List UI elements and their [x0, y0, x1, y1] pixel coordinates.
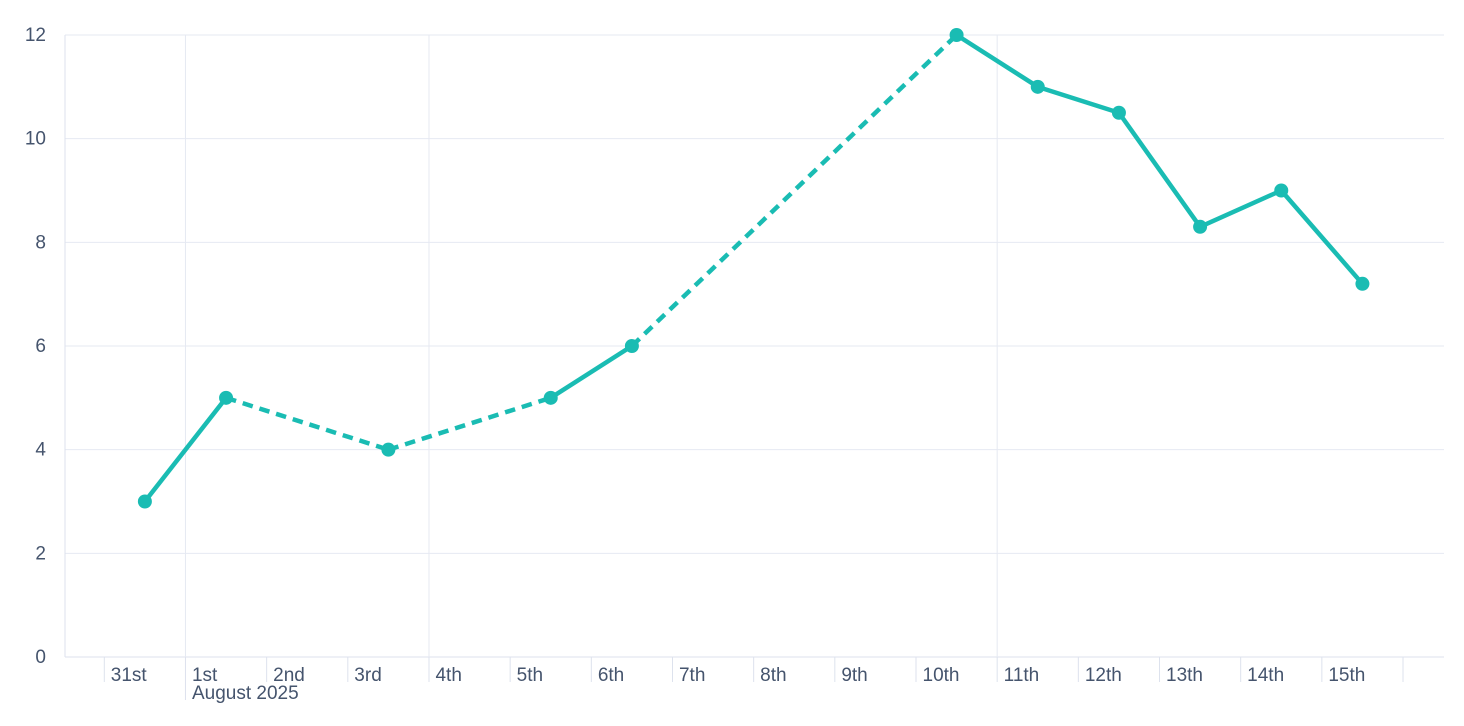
y-axis-label: 12	[25, 25, 46, 46]
data-point-12th[interactable]	[1111, 105, 1126, 120]
data-point-5th[interactable]	[543, 390, 558, 405]
x-axis-label: 11th	[1004, 665, 1040, 686]
x-axis-label: 5th	[517, 665, 543, 686]
x-axis-label: 9th	[841, 665, 867, 686]
x-axis-label: 1st	[192, 665, 218, 686]
y-axis-label: 10	[25, 129, 46, 150]
x-axis-label: 2nd	[273, 665, 305, 686]
x-axis-label: 8th	[760, 665, 786, 686]
data-point-1st[interactable]	[219, 390, 234, 405]
x-axis-label: 15th	[1328, 665, 1365, 686]
x-axis-label: 4th	[435, 665, 461, 686]
series-segment-dashed	[387, 395, 552, 452]
data-point-31st[interactable]	[137, 494, 152, 509]
x-axis-label: 7th	[679, 665, 705, 686]
x-axis-month-label: August 2025	[192, 683, 299, 704]
y-axis-label: 4	[35, 440, 46, 461]
data-point-10th[interactable]	[949, 28, 964, 42]
data-point-6th[interactable]	[624, 339, 639, 353]
data-point-3rd[interactable]	[381, 442, 396, 457]
x-axis-label: 3rd	[354, 665, 381, 686]
series-segment-solid	[142, 395, 229, 504]
data-point-11th[interactable]	[1030, 79, 1045, 94]
series-segment-dashed	[630, 33, 959, 348]
series-segment-dashed	[225, 395, 390, 452]
x-axis-label: 6th	[598, 665, 624, 686]
y-axis-label: 8	[35, 232, 46, 253]
data-point-14th[interactable]	[1274, 183, 1289, 198]
x-axis-label: 10th	[923, 665, 960, 686]
series-segment-solid	[548, 343, 635, 401]
y-axis-label: 6	[35, 336, 46, 357]
x-axis-label: 14th	[1247, 665, 1284, 686]
y-axis-label: 0	[35, 647, 46, 668]
x-axis-label: 31st	[111, 665, 148, 686]
x-axis-label: 13th	[1166, 665, 1203, 686]
x-axis-label: 12th	[1085, 665, 1122, 686]
data-point-13th[interactable]	[1193, 219, 1208, 234]
data-point-15th[interactable]	[1355, 276, 1370, 291]
y-axis-label: 2	[35, 543, 46, 564]
series-segment-solid	[954, 32, 1365, 287]
